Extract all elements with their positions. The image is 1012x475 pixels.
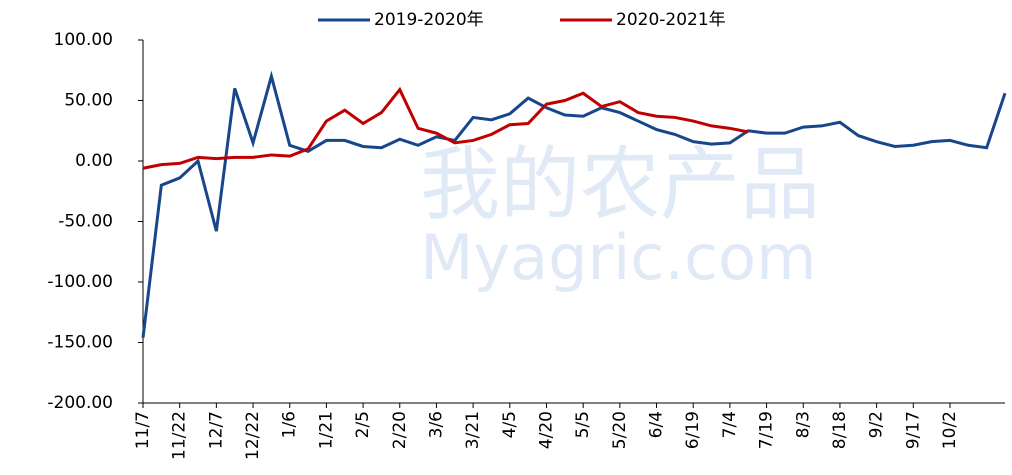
y-tick-label: -100.00 [47,272,113,292]
data-line [141,70,1007,338]
x-tick-label: 10/2 [940,411,960,449]
x-tick-label: 12/7 [206,411,226,449]
x-tick-label: 7/4 [720,411,740,438]
x-tick-label: 11/7 [133,411,153,449]
x-tick-label: 1/21 [316,411,336,449]
y-tick-label: 100.00 [54,30,113,50]
x-tick-label: 6/19 [683,411,703,449]
x-tick-label: 8/3 [793,411,813,438]
legend-label: 2019-2020年 [374,10,484,30]
x-tick-label: 5/20 [610,411,630,449]
x-tick-label: 1/6 [280,411,300,438]
watermark: 我的农产品 [420,138,820,231]
x-tick-label: 3/6 [426,411,446,438]
x-tick-label: 12/22 [243,411,263,460]
x-tick-label: 9/2 [867,411,887,438]
legend-label: 2020-2021年 [616,10,726,30]
y-tick-label: 50.00 [64,91,113,111]
x-tick-label: 9/17 [903,411,923,449]
data-line [142,86,749,170]
x-tick-label: 5/5 [573,411,593,438]
x-tick-label: 3/21 [463,411,483,449]
x-tick-label: 2/5 [353,411,373,438]
y-tick-label: 0.00 [75,151,113,171]
y-tick-label: -150.00 [47,333,113,353]
x-tick-label: 7/19 [757,411,777,449]
y-tick-label: -50.00 [58,212,113,232]
x-tick-label: 4/5 [500,411,520,438]
x-tick-label: 6/4 [647,411,667,438]
x-tick-label: 8/18 [830,411,850,449]
y-tick-label: -200.00 [47,393,113,413]
x-tick-label: 2/20 [390,411,410,449]
x-tick-label: 11/22 [170,411,190,460]
watermark: Myagric.com [420,221,816,294]
x-tick-label: 4/20 [536,411,556,449]
